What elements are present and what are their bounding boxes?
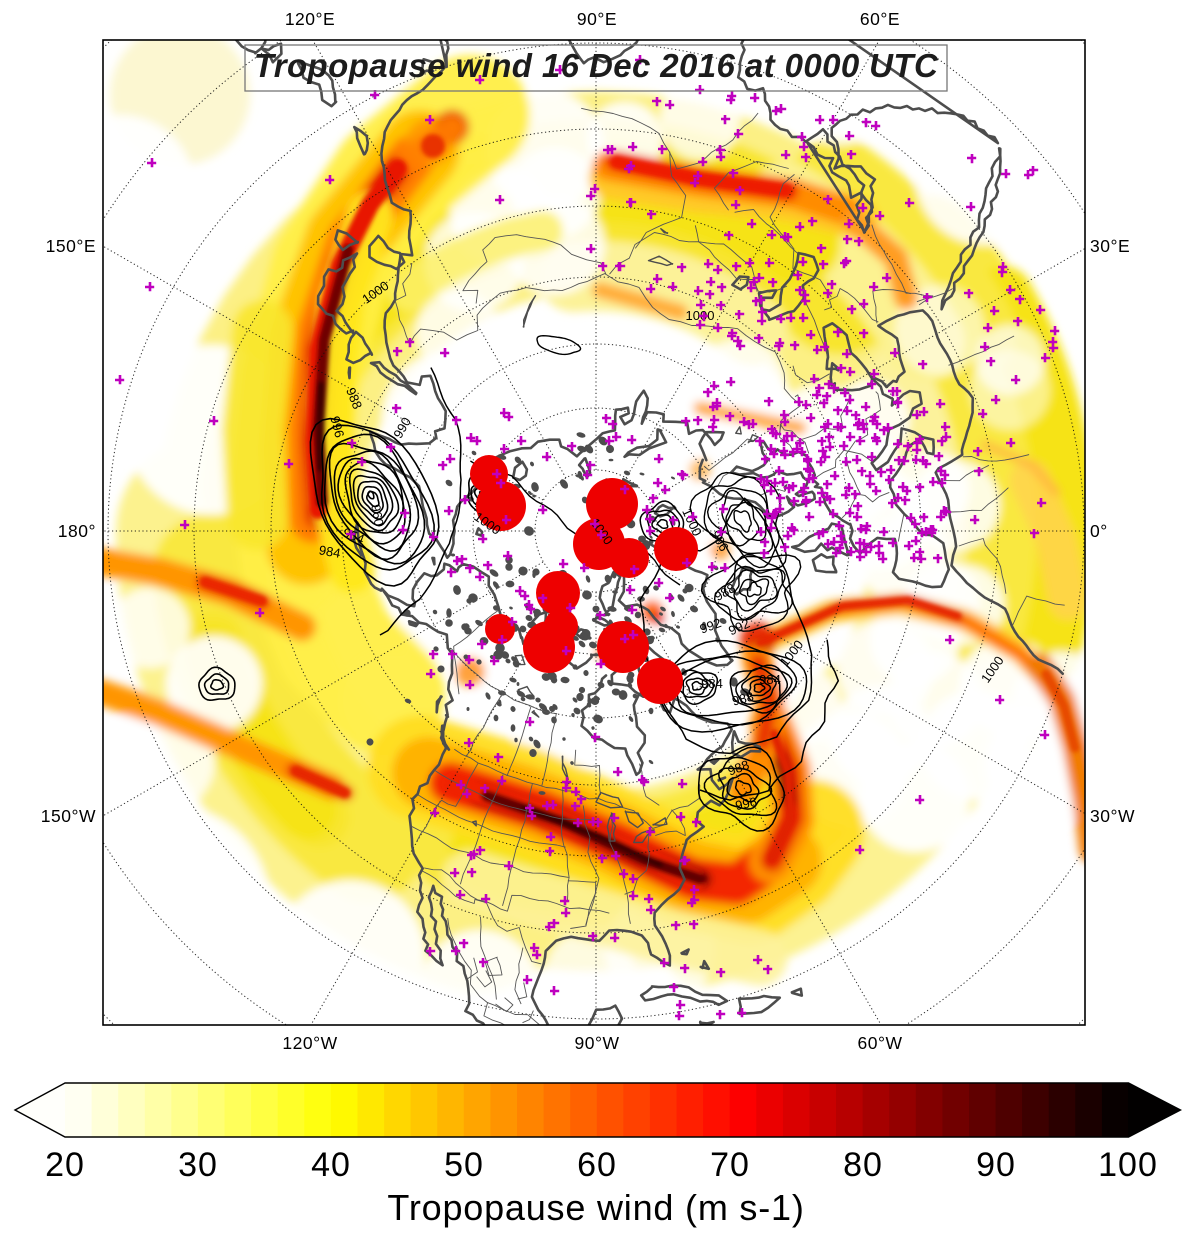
svg-text:984: 984 — [701, 676, 723, 691]
svg-text:988: 988 — [726, 757, 752, 779]
svg-text:60°E: 60°E — [860, 9, 900, 29]
svg-text:180°: 180° — [58, 521, 96, 541]
svg-text:996: 996 — [734, 794, 758, 813]
svg-text:150°E: 150°E — [46, 236, 96, 256]
svg-text:960: 960 — [368, 503, 387, 527]
svg-text:30°W: 30°W — [1090, 806, 1135, 826]
svg-text:120°W: 120°W — [282, 1033, 337, 1053]
svg-text:120°E: 120°E — [285, 9, 335, 29]
svg-text:984: 984 — [759, 672, 781, 687]
svg-text:30°E: 30°E — [1090, 236, 1130, 256]
svg-text:60°W: 60°W — [858, 1033, 903, 1053]
svg-text:996: 996 — [327, 414, 347, 439]
svg-text:988: 988 — [730, 689, 755, 709]
svg-text:60: 60 — [577, 1146, 617, 1184]
svg-text:0°: 0° — [1090, 521, 1108, 541]
svg-text:Tropopause wind (m s-1): Tropopause wind (m s-1) — [387, 1187, 804, 1228]
svg-text:992: 992 — [698, 615, 724, 637]
svg-text:90°E: 90°E — [577, 9, 617, 29]
svg-text:90: 90 — [976, 1146, 1016, 1184]
svg-text:50: 50 — [444, 1146, 484, 1184]
svg-text:80: 80 — [843, 1146, 883, 1184]
svg-text:100: 100 — [1098, 1146, 1158, 1184]
svg-text:40: 40 — [311, 1146, 351, 1184]
svg-text:70: 70 — [710, 1146, 750, 1184]
svg-text:30: 30 — [178, 1146, 218, 1184]
svg-text:90°W: 90°W — [575, 1033, 620, 1053]
svg-text:Tropopause wind 16 Dec 2016 at: Tropopause wind 16 Dec 2016 at 0000 UTC — [254, 47, 939, 84]
svg-text:20: 20 — [45, 1146, 85, 1184]
svg-text:984: 984 — [318, 542, 342, 561]
svg-text:150°W: 150°W — [41, 806, 96, 826]
